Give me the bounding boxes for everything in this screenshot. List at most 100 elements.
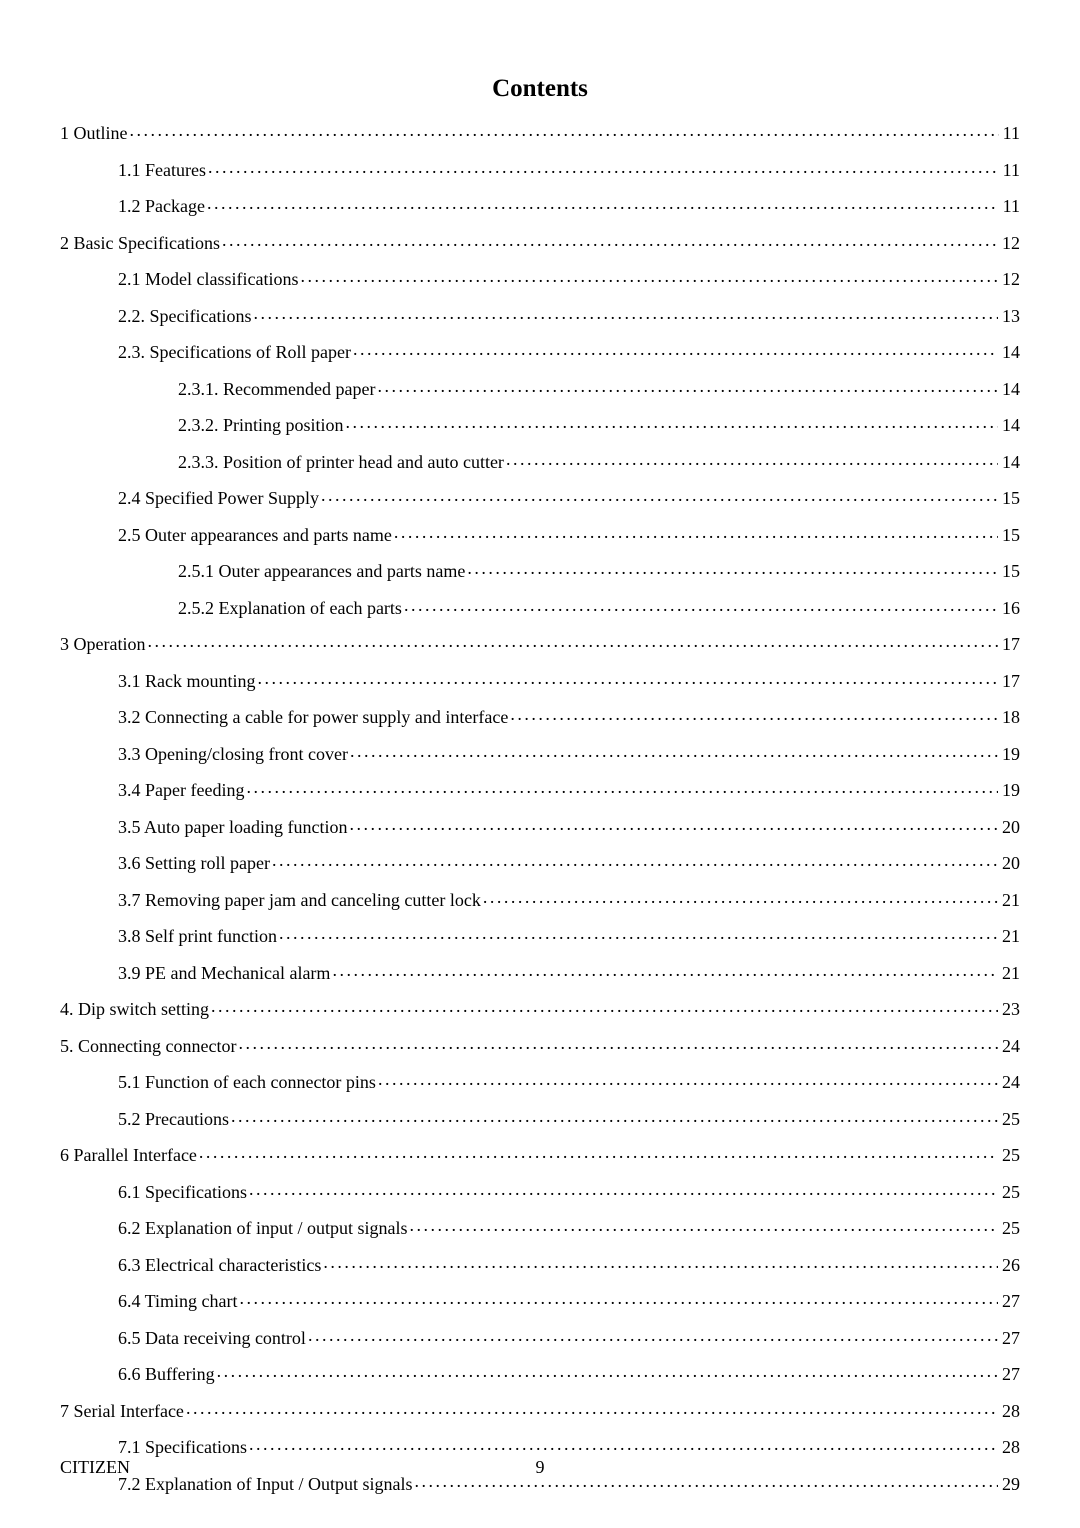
toc-entry[interactable]: 5.1 Function of each connector pins24 xyxy=(60,1070,1020,1091)
toc-entry-page: 25 xyxy=(1000,1183,1020,1201)
toc-entry-label: 2.2. Specifications xyxy=(118,307,251,325)
toc-entry[interactable]: 3.8 Self print function21 xyxy=(60,924,1020,945)
toc-entry[interactable]: 3.6 Setting roll paper20 xyxy=(60,851,1020,872)
toc-entry[interactable]: 2.3.2. Printing position14 xyxy=(60,413,1020,434)
toc-entry[interactable]: 6.4 Timing chart27 xyxy=(60,1289,1020,1310)
toc-leader-dots xyxy=(346,413,998,431)
toc-entry-page: 20 xyxy=(1000,854,1020,872)
toc-leader-dots xyxy=(240,1289,998,1307)
toc-leader-dots xyxy=(238,1034,998,1052)
toc-leader-dots xyxy=(246,778,998,796)
toc-leader-dots xyxy=(308,1326,998,1344)
toc-entry[interactable]: 1.1 Features11 xyxy=(60,158,1020,179)
toc-leader-dots xyxy=(409,1216,998,1234)
toc-entry-page: 21 xyxy=(1000,964,1020,982)
toc-entry[interactable]: 3.3 Opening/closing front cover19 xyxy=(60,742,1020,763)
toc-entry-page: 28 xyxy=(1000,1402,1020,1420)
toc-leader-dots xyxy=(377,377,998,395)
toc-entry[interactable]: 7.1 Specifications28 xyxy=(60,1435,1020,1456)
toc-entry[interactable]: 3.9 PE and Mechanical alarm 21 xyxy=(60,961,1020,982)
toc-entry-label: 5.1 Function of each connector pins xyxy=(118,1073,376,1091)
toc-entry[interactable]: 4. Dip switch setting23 xyxy=(60,997,1020,1018)
toc-entry-page: 12 xyxy=(1000,270,1020,288)
toc-entry-label: 3.1 Rack mounting xyxy=(118,672,256,690)
toc-entry[interactable]: 1.2 Package11 xyxy=(60,194,1020,215)
toc-entry[interactable]: 6.3 Electrical characteristics26 xyxy=(60,1253,1020,1274)
toc-entry[interactable]: 3.1 Rack mounting17 xyxy=(60,669,1020,690)
toc-entry[interactable]: 6 Parallel Interface25 xyxy=(60,1143,1020,1164)
toc-entry-page: 15 xyxy=(1000,526,1020,544)
toc-entry[interactable]: 3 Operation17 xyxy=(60,632,1020,653)
toc-entry[interactable]: 5.2 Precautions25 xyxy=(60,1107,1020,1128)
toc-entry-page: 14 xyxy=(1000,380,1020,398)
toc-entry-label: 2.3.3. Position of printer head and auto… xyxy=(178,453,504,471)
page-title: Contents xyxy=(60,75,1020,103)
toc-leader-dots xyxy=(253,304,998,322)
toc-leader-dots xyxy=(506,450,998,468)
toc-entry[interactable]: 2.3.3. Position of printer head and auto… xyxy=(60,450,1020,471)
toc-entry[interactable]: 2.3. Specifications of Roll paper14 xyxy=(60,340,1020,361)
toc-entry-page: 25 xyxy=(1000,1110,1020,1128)
toc-entry[interactable]: 3.2 Connecting a cable for power supply … xyxy=(60,705,1020,726)
toc-entry-label: 2.3. Specifications of Roll paper xyxy=(118,343,351,361)
toc-entry[interactable]: 2 Basic Specifications12 xyxy=(60,231,1020,252)
toc-entry[interactable]: 2.1 Model classifications12 xyxy=(60,267,1020,288)
toc-entry-label: 3.2 Connecting a cable for power supply … xyxy=(118,708,508,726)
toc-entry-page: 19 xyxy=(1000,781,1020,799)
toc-entry-page: 13 xyxy=(1000,307,1020,325)
toc-entry-label: 6.3 Electrical characteristics xyxy=(118,1256,321,1274)
toc-leader-dots xyxy=(231,1107,998,1125)
toc-entry[interactable]: 6.5 Data receiving control27 xyxy=(60,1326,1020,1347)
toc-entry-label: 2.5.1 Outer appearances and parts name xyxy=(178,562,465,580)
toc-leader-dots xyxy=(147,632,998,650)
toc-entry-page: 27 xyxy=(1000,1365,1020,1383)
toc-entry[interactable]: 5. Connecting connector 24 xyxy=(60,1034,1020,1055)
toc-entry[interactable]: 2.5.1 Outer appearances and parts name15 xyxy=(60,559,1020,580)
toc-entry[interactable]: 2.3.1. Recommended paper 14 xyxy=(60,377,1020,398)
toc-leader-dots xyxy=(211,997,998,1015)
toc-entry-label: 7 Serial Interface xyxy=(60,1402,184,1420)
toc-entry-label: 3.9 PE and Mechanical alarm xyxy=(118,964,330,982)
toc-entry-page: 14 xyxy=(1000,453,1020,471)
toc-entry-label: 6.2 Explanation of input / output signal… xyxy=(118,1219,407,1237)
toc-entry-page: 19 xyxy=(1000,745,1020,763)
toc-entry-page: 11 xyxy=(1001,161,1020,179)
toc-leader-dots xyxy=(249,1180,998,1198)
toc-entry-page: 21 xyxy=(1000,891,1020,909)
footer-page-number: 9 xyxy=(536,1457,545,1478)
toc-entry[interactable]: 7 Serial Interface 28 xyxy=(60,1399,1020,1420)
toc-entry[interactable]: 3.5 Auto paper loading function 20 xyxy=(60,815,1020,836)
toc-entry-page: 21 xyxy=(1000,927,1020,945)
toc-leader-dots xyxy=(349,815,998,833)
toc-entry[interactable]: 6.6 Buffering27 xyxy=(60,1362,1020,1383)
toc-entry[interactable]: 2.4 Specified Power Supply15 xyxy=(60,486,1020,507)
toc-leader-dots xyxy=(510,705,998,723)
toc-leader-dots xyxy=(323,1253,998,1271)
toc-entry-page: 11 xyxy=(1001,197,1020,215)
toc-entry-page: 11 xyxy=(1001,124,1020,142)
toc-entry[interactable]: 6.2 Explanation of input / output signal… xyxy=(60,1216,1020,1237)
toc-leader-dots xyxy=(404,596,998,614)
toc-leader-dots xyxy=(258,669,999,687)
toc-entry-page: 18 xyxy=(1000,708,1020,726)
toc-entry-page: 24 xyxy=(1000,1037,1020,1055)
toc-entry-label: 3.5 Auto paper loading function xyxy=(118,818,347,836)
toc-entry-label: 6.1 Specifications xyxy=(118,1183,247,1201)
toc-entry[interactable]: 2.5 Outer appearances and parts name15 xyxy=(60,523,1020,544)
toc-entry-label: 5. Connecting connector xyxy=(60,1037,236,1055)
toc-entry-page: 15 xyxy=(1000,489,1020,507)
toc-entry[interactable]: 2.5.2 Explanation of each parts16 xyxy=(60,596,1020,617)
toc-leader-dots xyxy=(130,121,999,139)
toc-entry[interactable]: 3.4 Paper feeding19 xyxy=(60,778,1020,799)
toc-entry-label: 3.7 Removing paper jam and canceling cut… xyxy=(118,891,481,909)
toc-entry-page: 23 xyxy=(1000,1000,1020,1018)
toc-entry-page: 20 xyxy=(1000,818,1020,836)
table-of-contents: 1 Outline11 1.1 Features11 1.2 Package11 2 … xyxy=(60,121,1020,1493)
toc-entry-label: 2.3.1. Recommended paper xyxy=(178,380,375,398)
toc-entry-label: 2 Basic Specifications xyxy=(60,234,220,252)
toc-entry[interactable]: 6.1 Specifications 25 xyxy=(60,1180,1020,1201)
toc-entry[interactable]: 3.7 Removing paper jam and canceling cut… xyxy=(60,888,1020,909)
toc-entry[interactable]: 1 Outline11 xyxy=(60,121,1020,142)
toc-leader-dots xyxy=(208,158,999,176)
toc-entry[interactable]: 2.2. Specifications 13 xyxy=(60,304,1020,325)
